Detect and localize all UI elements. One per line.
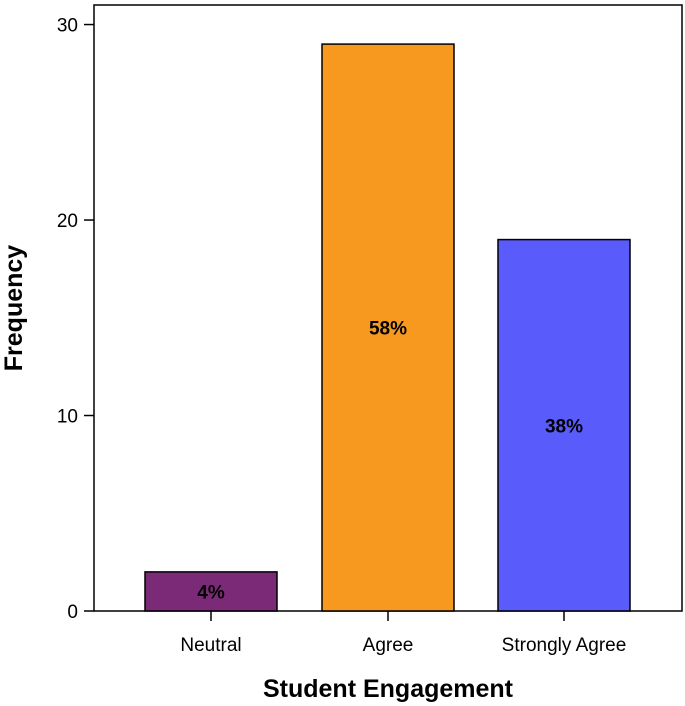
x-tick-label: Strongly Agree (502, 635, 627, 656)
bar-agree (321, 43, 455, 612)
x-axis-title: Student Engagement (263, 675, 514, 703)
data-label: 4% (197, 582, 225, 603)
x-tick-label: Agree (363, 635, 414, 656)
y-tick-label: 30 (57, 16, 78, 37)
x-tick-label: Neutral (180, 635, 241, 656)
bars: 4% 58% 38% (144, 43, 631, 612)
y-axis-title: Frequency (0, 245, 28, 372)
y-tick-label: 0 (67, 602, 78, 623)
data-label: 38% (545, 416, 583, 437)
y-axis: 0 10 20 30 (57, 16, 94, 623)
data-label: 58% (369, 319, 407, 340)
y-tick-label: 10 (57, 407, 78, 428)
x-axis: Neutral Agree Strongly Agree (180, 611, 626, 656)
y-tick-label: 20 (57, 211, 78, 232)
